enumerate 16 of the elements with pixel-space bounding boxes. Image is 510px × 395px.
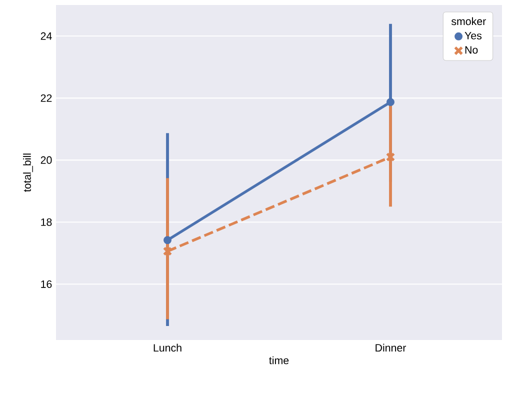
point: [386, 152, 396, 162]
legend-label: Yes: [464, 32, 482, 40]
legend-label: No: [465, 46, 478, 54]
point: [164, 236, 172, 244]
y-tick-label: 18: [41, 218, 52, 226]
legend-title: smoker: [451, 17, 486, 26]
point: [386, 98, 394, 106]
point: [162, 246, 172, 256]
y-tick-label: 24: [40, 32, 52, 40]
y-tick-label: 16: [41, 280, 52, 288]
y-axis-title: total_bill: [23, 154, 33, 192]
x-tick-label: Dinner: [376, 344, 406, 352]
x-tick-label: Lunch: [154, 344, 182, 352]
y-tick-label: 20: [40, 156, 52, 164]
y-tick-label: 22: [40, 94, 52, 102]
x-axis-title: time: [269, 356, 289, 364]
